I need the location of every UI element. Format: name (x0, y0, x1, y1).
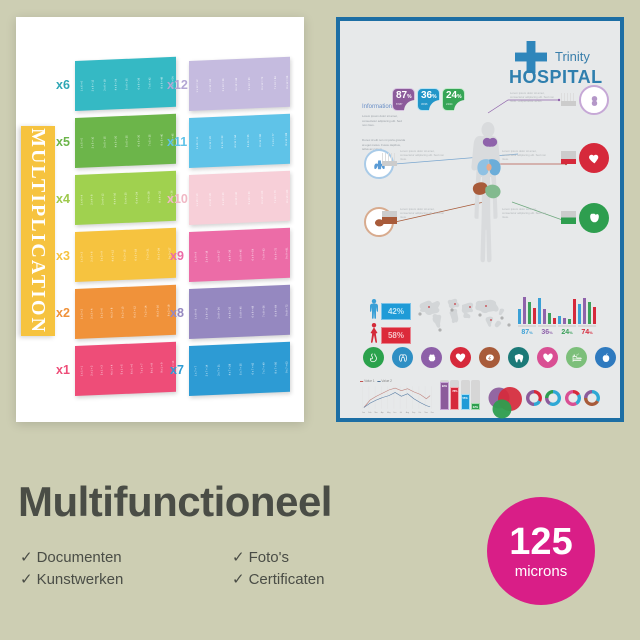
svg-text:Dec: Dec (431, 412, 434, 414)
svg-text:Feb: Feb (368, 412, 371, 414)
svg-text:Mar: Mar (375, 412, 379, 414)
svg-text:Jun: Jun (393, 412, 396, 414)
svg-text:Apr: Apr (381, 411, 384, 414)
svg-text:z: z (578, 353, 579, 355)
svg-text:Sep: Sep (412, 412, 415, 414)
svg-text:Oct: Oct (418, 411, 421, 414)
svg-text:Nov: Nov (425, 412, 428, 414)
svg-text:Jul: Jul (400, 412, 403, 414)
svg-text:Jan: Jan (362, 412, 365, 414)
svg-text:Aug: Aug (406, 411, 409, 414)
svg-text:May: May (387, 412, 391, 414)
